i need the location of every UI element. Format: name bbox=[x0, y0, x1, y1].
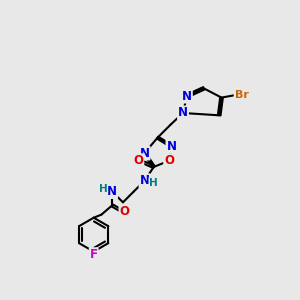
Text: N: N bbox=[178, 106, 188, 119]
Text: N: N bbox=[182, 90, 192, 103]
Text: H: H bbox=[99, 184, 107, 194]
Text: N: N bbox=[140, 146, 149, 160]
Text: H: H bbox=[149, 178, 158, 188]
Text: O: O bbox=[119, 205, 130, 218]
Text: N: N bbox=[140, 174, 149, 187]
Text: O: O bbox=[134, 154, 143, 167]
Text: F: F bbox=[90, 248, 98, 261]
Text: N: N bbox=[167, 140, 176, 153]
Text: N: N bbox=[107, 185, 117, 198]
Text: Br: Br bbox=[235, 89, 248, 100]
Text: O: O bbox=[164, 154, 174, 167]
